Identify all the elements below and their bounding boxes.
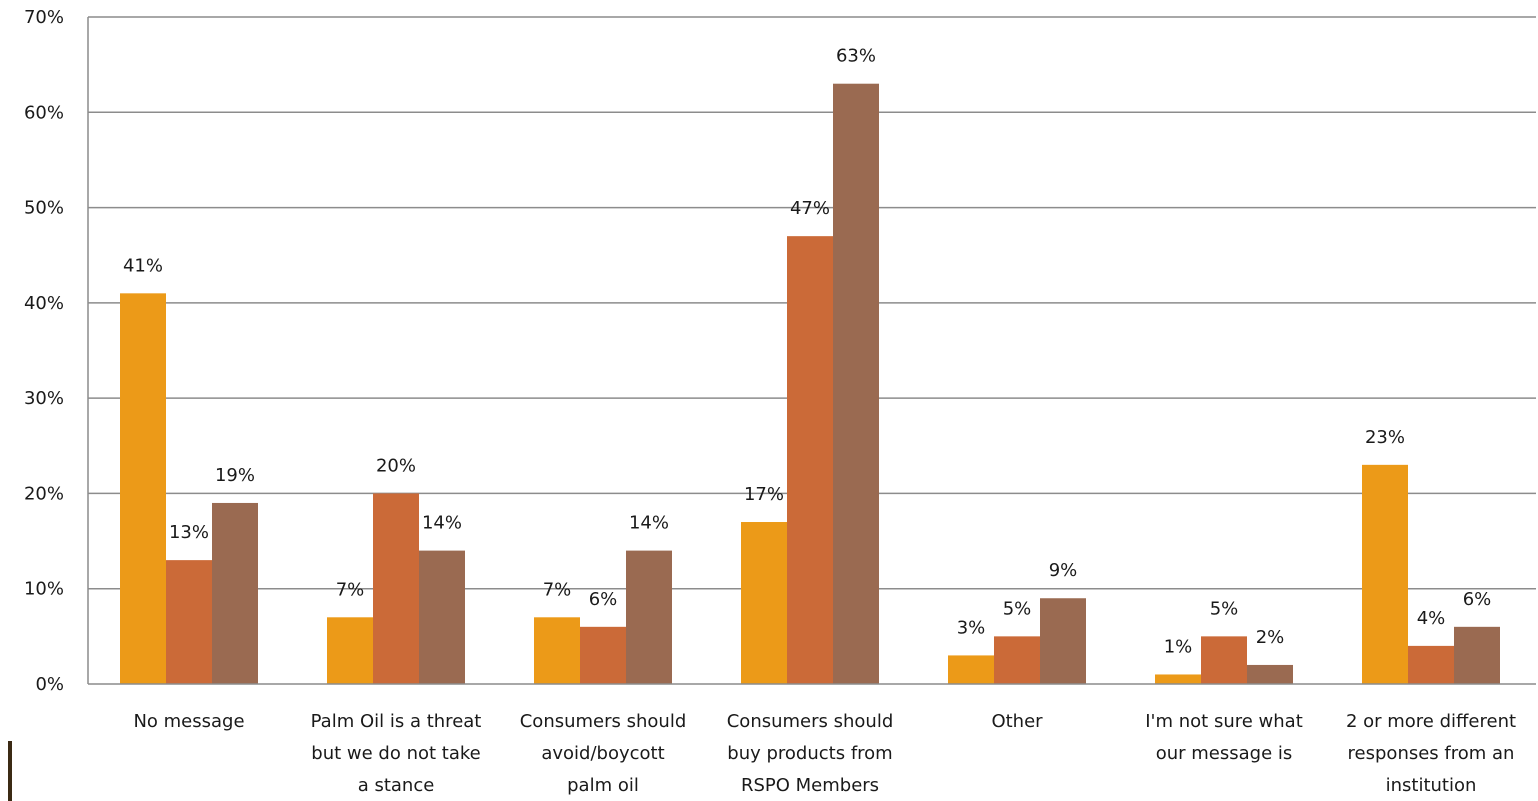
x-category-label: avoid/boycott [541, 743, 664, 764]
bar [327, 617, 373, 684]
x-category-label: 2 or more different [1346, 711, 1516, 732]
data-label: 3% [957, 617, 986, 638]
bar [1155, 674, 1201, 684]
data-label: 4% [1417, 608, 1446, 629]
bar [741, 522, 787, 684]
bar [1362, 464, 1408, 684]
data-label: 1% [1164, 636, 1193, 657]
x-category-label: but we do not take [311, 743, 480, 764]
x-axis-category-labels: No message Palm Oil is a threat but we do … [133, 711, 1516, 796]
bar [1040, 598, 1086, 684]
bar [166, 560, 212, 684]
x-category-label: responses from an [1348, 743, 1515, 764]
bar [833, 83, 879, 684]
data-label: 5% [1210, 598, 1239, 619]
data-label: 23% [1365, 427, 1405, 448]
data-label: 7% [543, 579, 572, 600]
x-category-label: buy products from [727, 743, 892, 764]
x-category-label: Palm Oil is a threat [311, 711, 482, 732]
x-category-label: RSPO Members [741, 775, 879, 796]
y-tick-label: 30% [24, 388, 64, 409]
y-tick-label: 50% [24, 198, 64, 219]
bar [419, 550, 465, 684]
bar [534, 617, 580, 684]
x-category-label: a stance [358, 775, 435, 796]
data-label: 47% [790, 198, 830, 219]
x-category-label: Other [991, 711, 1043, 732]
y-tick-label: 10% [24, 579, 64, 600]
axes [87, 17, 1536, 685]
data-label: 6% [589, 589, 618, 610]
data-label: 13% [169, 522, 209, 543]
data-label: 9% [1049, 560, 1078, 581]
x-category-label: I'm not sure what [1145, 711, 1303, 732]
y-tick-label: 70% [24, 7, 64, 28]
y-tick-label: 0% [35, 674, 64, 695]
bar [1454, 626, 1500, 684]
data-label: 7% [336, 579, 365, 600]
y-tick-label: 60% [24, 102, 64, 123]
y-tick-label: 40% [24, 293, 64, 314]
bar [626, 550, 672, 684]
edge-mark [8, 741, 12, 801]
data-label: 6% [1463, 589, 1492, 610]
y-axis-tick-labels: 0% 10% 20% 30% 40% 50% 60% 70% [24, 7, 64, 695]
data-label: 20% [376, 455, 416, 476]
bar [373, 493, 419, 684]
bar [120, 293, 166, 684]
bars [120, 83, 1500, 684]
data-label: 14% [629, 513, 669, 534]
bar [948, 655, 994, 684]
data-label: 41% [123, 255, 163, 276]
data-labels: 41% 13% 19% 7% 20% 14% 7% 6% 14% 17% 47% 63% 3% 5% 9% 1… [123, 46, 1491, 658]
data-label: 5% [1003, 598, 1032, 619]
bar [787, 236, 833, 684]
bar [580, 626, 626, 684]
x-category-label: palm oil [567, 775, 639, 796]
bar [1247, 664, 1293, 684]
data-label: 19% [215, 465, 255, 486]
data-label: 2% [1256, 627, 1285, 648]
bar [1408, 645, 1454, 684]
y-tick-label: 20% [24, 483, 64, 504]
x-category-label: Consumers should [727, 711, 894, 732]
data-label: 17% [744, 484, 784, 505]
bar [994, 636, 1040, 684]
x-category-label: our message is [1156, 743, 1293, 764]
x-category-label: institution [1386, 775, 1477, 796]
data-label: 63% [836, 46, 876, 67]
x-category-label: No message [133, 711, 244, 732]
x-category-label: Consumers should [520, 711, 687, 732]
data-label: 14% [422, 513, 462, 534]
bar [1201, 636, 1247, 684]
bar [212, 502, 258, 684]
